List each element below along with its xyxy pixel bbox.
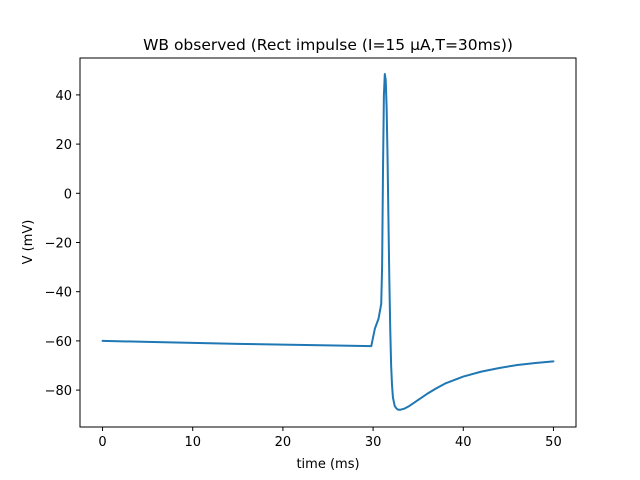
y-tick-label: −80 — [45, 384, 72, 399]
y-tick-label: −20 — [45, 237, 72, 252]
y-tick-label: 0 — [64, 187, 72, 202]
chart-title: WB observed (Rect impulse (I=15 µA,T=30m… — [143, 36, 513, 54]
plot-area — [101, 72, 555, 411]
x-tick-label: 0 — [98, 435, 106, 450]
plot-frame — [79, 57, 577, 428]
y-tick-label: −40 — [45, 286, 72, 301]
x-tick-label: 30 — [365, 435, 382, 450]
y-tick-label: −60 — [45, 335, 72, 350]
series-line — [101, 72, 555, 411]
x-tick-label: 50 — [545, 435, 562, 450]
y-tick-label: 20 — [55, 138, 72, 153]
x-tick-label: 40 — [455, 435, 472, 450]
y-axis: −80 −60 −40 −20 0 20 40 — [45, 89, 80, 399]
x-tick-label: 10 — [184, 435, 201, 450]
x-axis-label: time (ms) — [296, 457, 359, 472]
y-axis-label: V (mV) — [21, 220, 36, 265]
x-axis: 0 10 20 30 40 50 — [98, 427, 562, 450]
x-tick-label: 20 — [275, 435, 292, 450]
y-tick-label: 40 — [55, 89, 72, 104]
